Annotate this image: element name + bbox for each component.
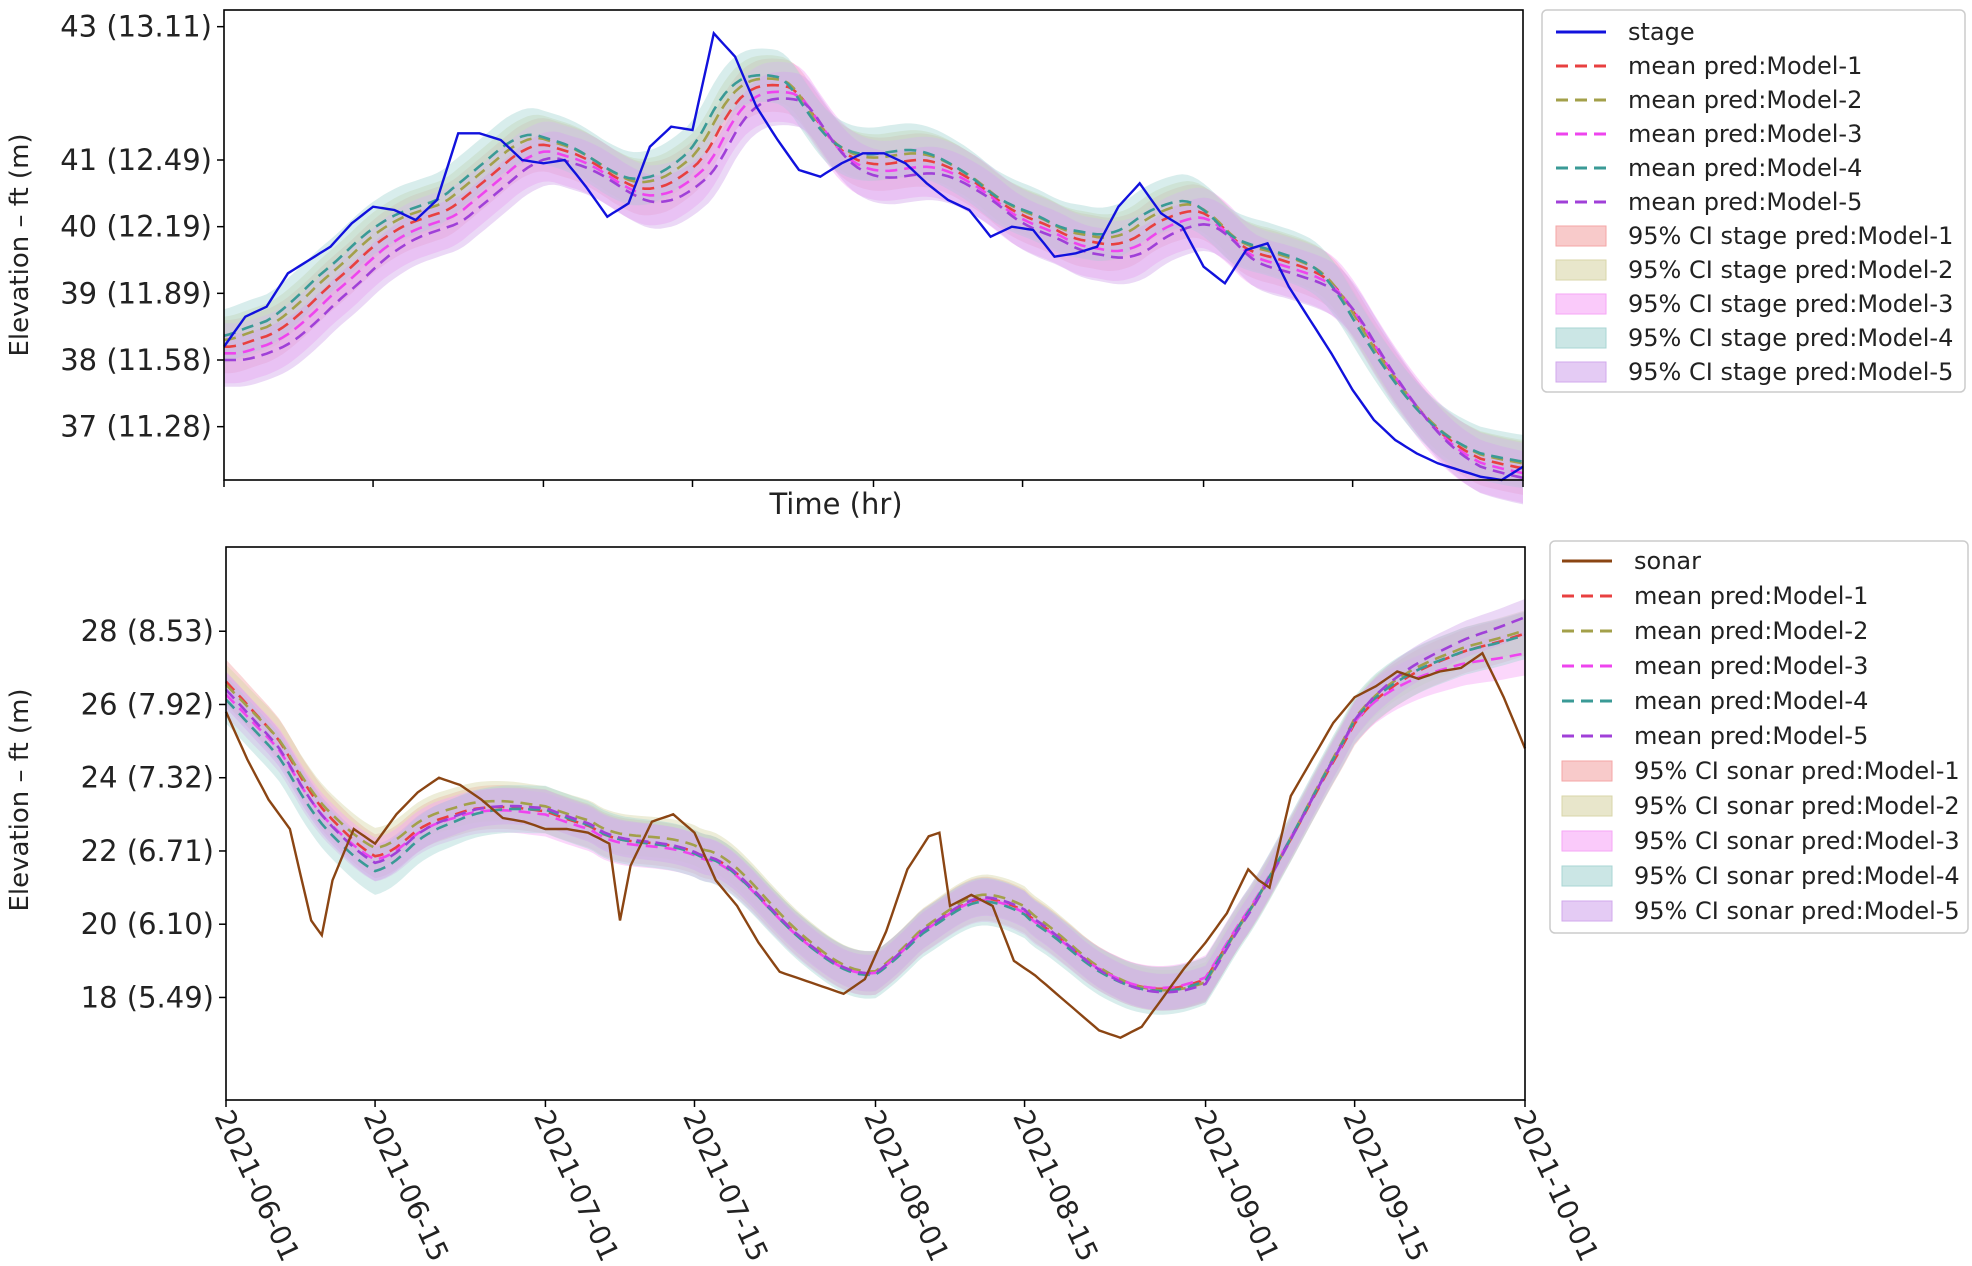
legend-label: mean pred:Model-5 xyxy=(1634,722,1868,750)
legend-label: 95% CI stage pred:Model-3 xyxy=(1628,290,1953,318)
legend-label: 95% CI sonar pred:Model-2 xyxy=(1634,792,1960,820)
top-x-ticks xyxy=(223,480,1524,487)
legend-label: 95% CI stage pred:Model-2 xyxy=(1628,256,1953,284)
y-tick-label: 41 (12.49) xyxy=(60,143,212,177)
y-tick-label: 20 (6.10) xyxy=(81,907,214,941)
y-tick-label: 38 (11.58) xyxy=(60,343,212,377)
top-y-ticks: 37 (11.28) 38 (11.58) 39 (11.89) 40 (12.19)… xyxy=(60,10,224,444)
y-tick-label: 43 (13.11) xyxy=(60,10,212,44)
top-legend-frame xyxy=(1541,9,1966,393)
ci-band-bottom-model-4 xyxy=(226,611,1525,1015)
y-tick-label: 28 (8.53) xyxy=(81,614,214,648)
observed-line-stage xyxy=(223,30,1524,482)
legend-label: mean pred:Model-2 xyxy=(1634,617,1868,645)
legend-label: sonar xyxy=(1634,547,1701,575)
top-legend: stage mean pred:Model-1 mean pred:Model-2 m… xyxy=(1541,9,1966,393)
ci-band-top-model-5 xyxy=(224,71,1523,505)
y-tick-label: 18 (5.49) xyxy=(81,980,214,1014)
ci-band-top-model-3 xyxy=(224,61,1523,504)
ci-band-top-model-1 xyxy=(224,58,1523,495)
legend-label: mean pred:Model-5 xyxy=(1628,188,1862,216)
legend-swatch xyxy=(1555,225,1607,247)
y-tick-label: 39 (11.89) xyxy=(60,276,212,310)
legend-swatch xyxy=(1555,361,1607,383)
bottom-legend-frame xyxy=(1549,540,1969,934)
legend-label: 95% CI sonar pred:Model-1 xyxy=(1634,757,1960,785)
bottom-observed-line xyxy=(224,651,1527,1039)
legend-swatch xyxy=(1555,327,1607,349)
legend-label: 95% CI stage pred:Model-5 xyxy=(1628,358,1953,386)
y-tick-label: 26 (7.92) xyxy=(81,687,214,721)
observed-line-sonar xyxy=(224,651,1527,1039)
legend-label: 95% CI sonar pred:Model-3 xyxy=(1634,827,1960,855)
legend-swatch xyxy=(1561,865,1613,887)
top-x-axis-label: Time (hr) xyxy=(768,487,902,521)
legend-label: mean pred:Model-3 xyxy=(1628,120,1862,148)
mean-line-bottom-model-3 xyxy=(225,652,1526,990)
mean-line-bottom-model-4 xyxy=(225,634,1526,993)
mean-line-top-model-3 xyxy=(224,90,1524,475)
top-observed-line xyxy=(223,30,1524,482)
legend-label: 95% CI sonar pred:Model-5 xyxy=(1634,897,1960,925)
legend-label: mean pred:Model-4 xyxy=(1628,154,1862,182)
legend-swatch xyxy=(1555,293,1607,315)
mean-line-top-model-5 xyxy=(224,97,1524,480)
legend-label: 95% CI stage pred:Model-1 xyxy=(1628,222,1953,250)
top-y-axis-label: Elevation – ft (m) xyxy=(5,133,35,356)
ci-band-bottom-model-3 xyxy=(226,631,1525,1010)
bottom-y-ticks: 18 (5.49) 20 (6.10) 22 (6.71) 24 (7.32) 26 (… xyxy=(81,614,226,1014)
mean-line-top-model-1 xyxy=(224,83,1524,470)
legend-swatch xyxy=(1561,830,1613,852)
bottom-y-axis-label: Elevation – ft (m) xyxy=(5,688,35,911)
y-tick-label: 22 (6.71) xyxy=(81,834,214,868)
legend-label: mean pred:Model-4 xyxy=(1634,687,1868,715)
legend-label: 95% CI stage pred:Model-4 xyxy=(1628,324,1953,352)
bottom-mean-lines xyxy=(225,615,1526,994)
legend-swatch xyxy=(1561,760,1613,782)
y-tick-label: 40 (12.19) xyxy=(60,210,212,244)
legend-label: mean pred:Model-3 xyxy=(1634,652,1868,680)
legend-label: 95% CI sonar pred:Model-4 xyxy=(1634,862,1960,890)
y-tick-label: 37 (11.28) xyxy=(60,410,212,444)
legend-swatch xyxy=(1561,795,1613,817)
legend-label: mean pred:Model-1 xyxy=(1634,582,1868,610)
bottom-legend: sonar mean pred:Model-1 mean pred:Model-2 m… xyxy=(1549,540,1969,934)
legend-label: mean pred:Model-2 xyxy=(1628,86,1862,114)
mean-line-bottom-model-5 xyxy=(225,615,1526,994)
top-panel: 37 (11.28) 38 (11.58) 39 (11.89) 40 (12.19)… xyxy=(5,9,1966,521)
legend-swatch xyxy=(1555,259,1607,281)
legend-label: stage xyxy=(1628,18,1695,46)
y-tick-label: 24 (7.32) xyxy=(81,761,214,795)
legend-swatch xyxy=(1561,900,1613,922)
legend-label: mean pred:Model-1 xyxy=(1628,52,1862,80)
